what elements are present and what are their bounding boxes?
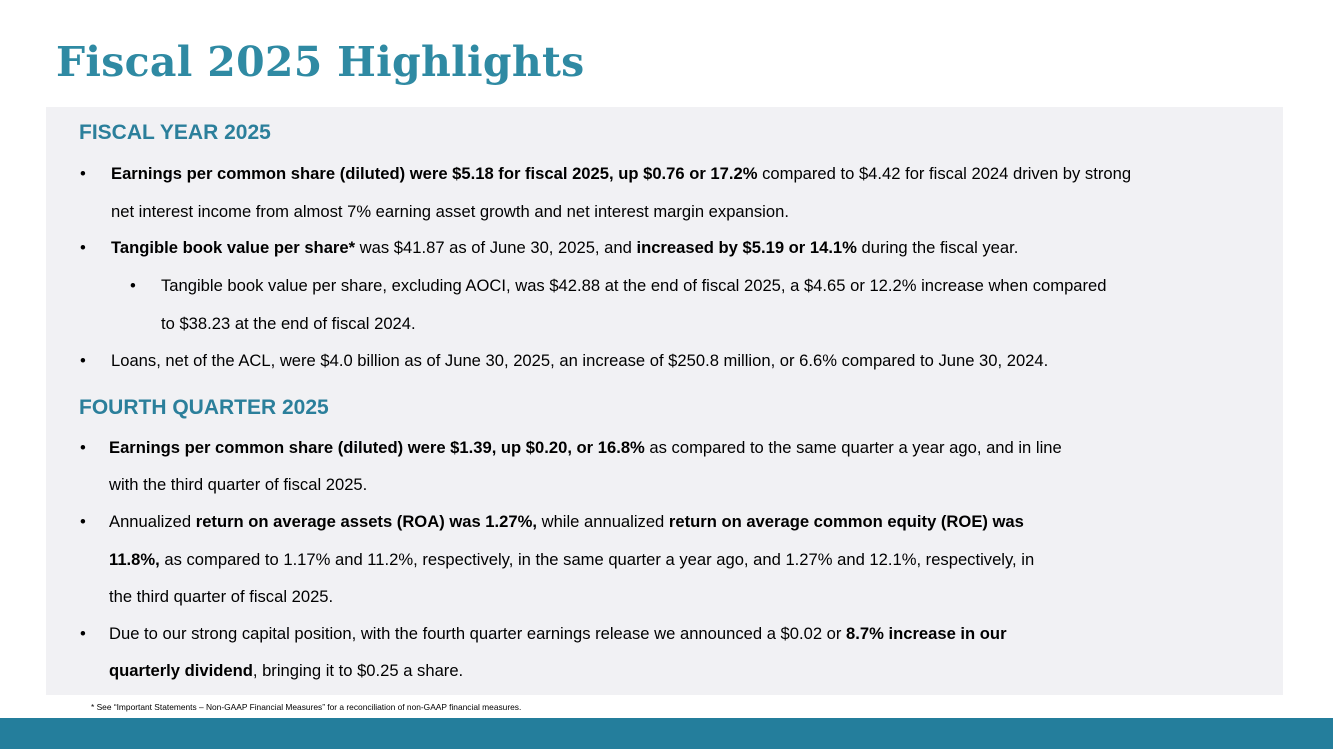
footer-bar [0,718,1333,749]
bullet-icon: • [80,438,86,457]
fy-sub-bullet-line-1: Tangible book value per share, excluding… [161,276,1107,295]
q4-bullet-2-line-1: Annualized return on average assets (ROA… [109,512,1024,531]
fourth-quarter-heading: FOURTH QUARTER 2025 [79,396,329,419]
bullet-icon: • [80,512,86,531]
q4-bullet-1-line-1: Earnings per common share (diluted) were… [109,438,1062,457]
footnote: * See “Important Statements – Non-GAAP F… [91,702,522,712]
q4-bullet-3-line-1: Due to our strong capital position, with… [109,624,1007,643]
bullet-icon: • [80,624,86,643]
fiscal-year-heading: FISCAL YEAR 2025 [79,121,271,144]
highlights-panel [46,107,1283,695]
fy-sub-bullet-line-2: to $38.23 at the end of fiscal 2024. [161,314,416,333]
q4-bullet-1-line-2: with the third quarter of fiscal 2025. [109,475,368,494]
sub-bullet-icon: • [130,276,136,295]
page-title: Fiscal 2025 Highlights [56,38,585,86]
fy-bullet-2: Tangible book value per share* was $41.8… [111,238,1019,257]
bullet-icon: • [80,238,86,257]
fy-bullet-3: Loans, net of the ACL, were $4.0 billion… [111,351,1049,370]
bullet-icon: • [80,351,86,370]
fy-bullet-1-line-1: Earnings per common share (diluted) were… [111,164,1132,183]
fy-bullet-1-line-2: net interest income from almost 7% earni… [111,202,789,221]
q4-bullet-2-line-2: 11.8%, as compared to 1.17% and 11.2%, r… [109,550,1035,569]
bullet-icon: • [80,164,86,183]
q4-bullet-2-line-3: the third quarter of fiscal 2025. [109,587,334,606]
q4-bullet-3-line-2: quarterly dividend, bringing it to $0.25… [109,661,464,680]
